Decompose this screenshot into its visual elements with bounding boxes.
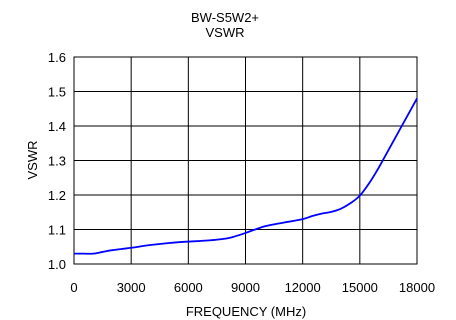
vswr-series-line: [74, 97, 418, 255]
x-axis-ticks: 0 3000 6000 9000 12000 15000 18000: [70, 280, 435, 295]
x-tick-label: 3000: [117, 280, 146, 295]
grid-lines: [74, 57, 417, 264]
y-axis-label: VSWR: [25, 141, 40, 180]
x-tick-label: 12000: [285, 280, 321, 295]
chart-subtitle: VSWR: [206, 25, 245, 40]
x-tick-label: 0: [70, 280, 77, 295]
y-tick-label: 1.3: [48, 154, 66, 169]
chart-title: BW-S5W2+: [191, 10, 259, 25]
y-tick-label: 1.0: [48, 257, 66, 272]
y-tick-label: 1.5: [48, 85, 66, 100]
x-tick-label: 18000: [399, 280, 435, 295]
y-tick-label: 1.4: [48, 119, 66, 134]
x-axis-label: FREQUENCY (MHz): [186, 304, 306, 319]
y-tick-label: 1.1: [48, 223, 66, 238]
y-tick-label: 1.6: [48, 50, 66, 65]
x-tick-label: 15000: [342, 280, 378, 295]
y-axis-ticks: 1.0 1.1 1.2 1.3 1.4 1.5 1.6: [48, 50, 66, 272]
y-tick-label: 1.2: [48, 188, 66, 203]
x-tick-label: 6000: [174, 280, 203, 295]
x-tick-label: 9000: [231, 280, 260, 295]
